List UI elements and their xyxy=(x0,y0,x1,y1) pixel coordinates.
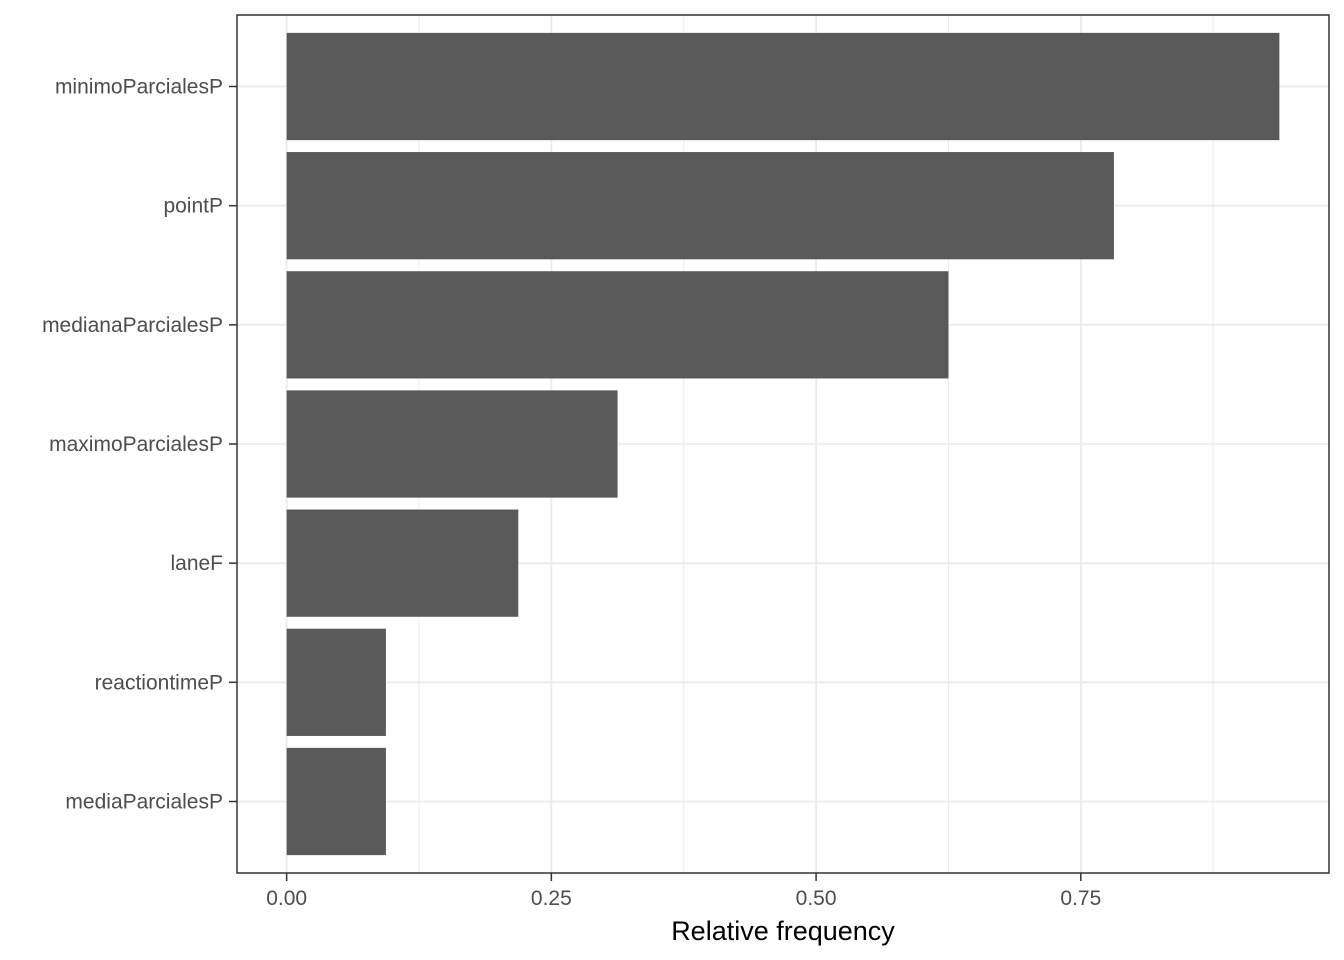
y-tick-label: pointP xyxy=(163,195,223,218)
bar xyxy=(286,390,618,498)
x-axis-title: Relative frequency xyxy=(671,916,895,946)
x-tick-label: 0.75 xyxy=(1060,887,1101,910)
y-tick-label: laneF xyxy=(170,552,223,575)
x-tick-label: 0.50 xyxy=(796,887,837,910)
y-tick-label: reactiontimeP xyxy=(95,671,223,694)
bar xyxy=(286,747,386,856)
y-tick-label: medianaParcialesP xyxy=(42,314,223,337)
bar xyxy=(286,628,386,736)
x-axis: 0.00 0.25 0.50 0.75 xyxy=(266,873,1101,910)
x-tick-label: 0.00 xyxy=(266,887,307,910)
y-axis: minimoParcialesP pointP medianaParcialesP m… xyxy=(42,76,237,814)
bar xyxy=(286,32,1280,141)
y-tick-label: maximoParcialesP xyxy=(49,433,223,456)
bar xyxy=(286,509,519,617)
bar xyxy=(286,152,1114,260)
y-tick-label: mediaParcialesP xyxy=(65,791,223,814)
x-tick-label: 0.25 xyxy=(531,887,572,910)
bars xyxy=(286,32,1280,856)
bar xyxy=(286,271,949,379)
y-tick-label: minimoParcialesP xyxy=(55,76,223,99)
